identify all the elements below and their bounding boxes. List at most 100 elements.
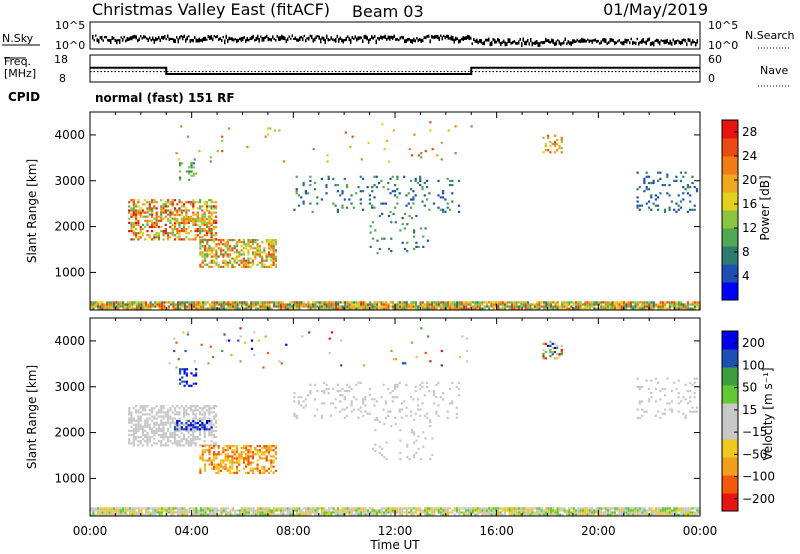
range-time-cell bbox=[189, 440, 193, 443]
range-time-cell bbox=[301, 335, 304, 338]
range-time-cell bbox=[213, 307, 216, 310]
range-time-cell bbox=[263, 457, 266, 460]
range-time-cell bbox=[430, 307, 433, 310]
range-time-cell bbox=[520, 301, 523, 304]
range-time-cell bbox=[343, 307, 347, 310]
range-time-cell bbox=[208, 411, 211, 414]
range-time-cell bbox=[153, 429, 156, 432]
range-time-cell bbox=[186, 331, 189, 334]
range-time-cell bbox=[497, 507, 500, 510]
range-time-cell bbox=[586, 509, 589, 512]
range-time-cell bbox=[657, 513, 660, 516]
range-time-cell bbox=[545, 511, 548, 514]
range-time-cell bbox=[205, 201, 209, 204]
range-time-cell bbox=[239, 327, 242, 330]
range-time-cell bbox=[192, 440, 195, 443]
range-time-cell bbox=[352, 408, 355, 411]
range-time-cell bbox=[680, 507, 683, 510]
range-time-cell bbox=[178, 201, 181, 204]
range-time-cell bbox=[215, 215, 218, 218]
range-time-cell bbox=[424, 513, 427, 516]
range-time-cell bbox=[245, 301, 248, 304]
range-time-cell bbox=[151, 213, 154, 216]
range-time-cell bbox=[142, 513, 145, 516]
range-time-cell bbox=[185, 413, 188, 416]
range-time-cell bbox=[173, 199, 177, 202]
range-time-cell bbox=[185, 374, 188, 377]
nsky-sample bbox=[230, 37, 232, 41]
range-time-cell bbox=[215, 303, 218, 306]
range-time-cell bbox=[291, 305, 294, 308]
range-time-cell bbox=[215, 421, 218, 424]
range-time-cell bbox=[187, 209, 190, 212]
range-time-cell bbox=[469, 305, 472, 308]
range-time-cell bbox=[595, 507, 598, 510]
range-time-cell bbox=[172, 301, 175, 304]
range-time-cell bbox=[199, 417, 202, 420]
range-time-cell bbox=[135, 232, 138, 235]
range-time-cell bbox=[650, 305, 653, 308]
range-time-cell bbox=[267, 239, 271, 242]
range-time-cell bbox=[396, 507, 399, 510]
range-time-cell bbox=[242, 257, 245, 260]
range-time-cell bbox=[413, 235, 416, 238]
range-time-cell bbox=[348, 511, 351, 514]
range-time-cell bbox=[373, 307, 376, 310]
range-time-cell bbox=[638, 400, 641, 403]
range-time-cell bbox=[112, 301, 116, 304]
range-time-cell bbox=[682, 186, 685, 189]
range-time-cell bbox=[447, 129, 450, 132]
range-time-cell bbox=[314, 511, 317, 514]
range-time-cell bbox=[282, 507, 285, 510]
range-time-cell bbox=[90, 301, 93, 304]
range-time-cell bbox=[201, 449, 204, 452]
range-time-cell bbox=[423, 194, 426, 197]
range-time-cell bbox=[218, 509, 221, 512]
range-time-cell bbox=[201, 214, 204, 217]
range-time-cell bbox=[389, 410, 392, 413]
range-time-cell bbox=[643, 513, 646, 516]
range-time-cell bbox=[334, 301, 337, 304]
range-time-cell bbox=[334, 305, 337, 308]
range-time-cell bbox=[332, 511, 335, 514]
range-time-cell bbox=[577, 307, 580, 310]
range-time-cell bbox=[391, 511, 395, 514]
nsky-sample bbox=[128, 37, 130, 42]
range-time-cell bbox=[670, 410, 673, 413]
range-time-cell bbox=[424, 437, 427, 440]
beam-label: Beam 03 bbox=[352, 2, 424, 21]
range-time-cell bbox=[279, 303, 283, 306]
range-time-cell bbox=[221, 135, 224, 138]
colorbar-segment bbox=[722, 403, 738, 422]
range-time-cell bbox=[164, 434, 167, 437]
range-time-cell bbox=[128, 440, 131, 443]
range-time-cell bbox=[577, 513, 580, 516]
range-time-cell bbox=[330, 331, 334, 334]
range-time-cell bbox=[220, 507, 223, 510]
range-time-cell bbox=[295, 188, 298, 191]
range-time-cell bbox=[458, 301, 461, 304]
range-time-cell bbox=[563, 301, 566, 304]
range-time-cell bbox=[135, 217, 138, 220]
range-time-cell bbox=[208, 459, 211, 462]
nsky-sample bbox=[444, 36, 446, 40]
range-time-cell bbox=[197, 307, 200, 310]
range-time-cell bbox=[636, 416, 639, 419]
range-time-cell bbox=[462, 513, 466, 516]
range-time-cell bbox=[144, 509, 148, 512]
range-time-cell bbox=[682, 509, 685, 512]
range-time-cell bbox=[224, 243, 227, 246]
range-time-cell bbox=[270, 449, 273, 452]
range-time-cell bbox=[604, 305, 607, 308]
range-time-cell bbox=[544, 149, 547, 152]
range-time-cell bbox=[256, 243, 259, 246]
range-time-cell bbox=[203, 469, 207, 472]
range-time-cell bbox=[254, 447, 257, 450]
range-time-cell bbox=[300, 301, 303, 304]
range-time-cell bbox=[132, 230, 135, 233]
range-time-cell bbox=[476, 513, 479, 516]
range-time-cell bbox=[538, 303, 541, 306]
range-time-cell bbox=[568, 507, 571, 510]
range-time-cell bbox=[164, 223, 167, 226]
range-time-cell bbox=[458, 381, 461, 384]
